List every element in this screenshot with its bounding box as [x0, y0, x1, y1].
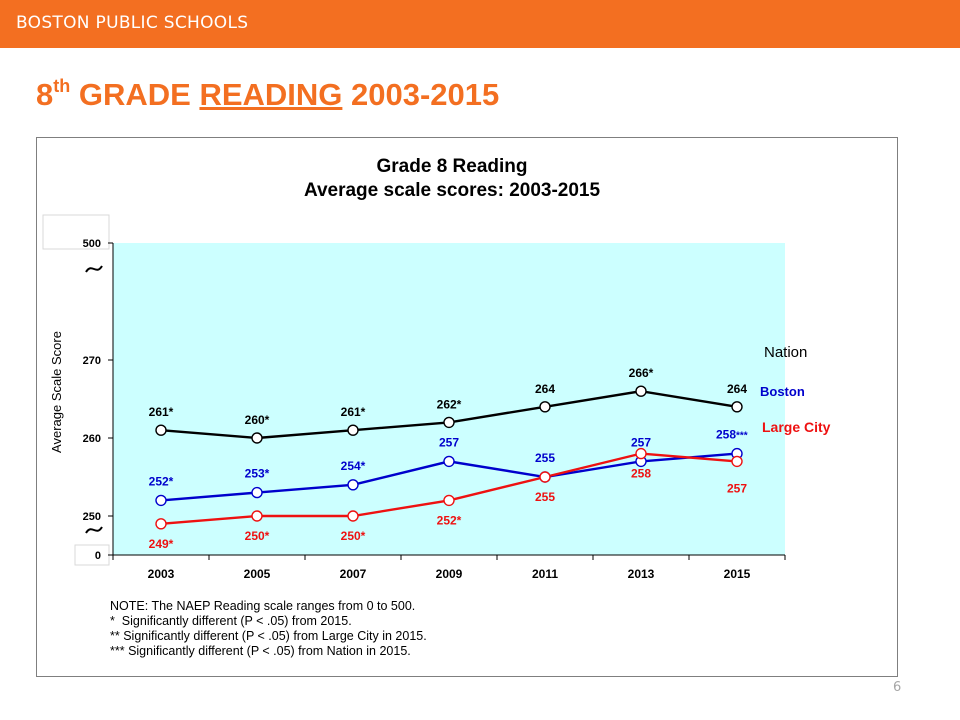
chart-title: Grade 8 Reading [377, 156, 528, 177]
data-point [347, 424, 359, 436]
data-label: 257 [727, 481, 747, 495]
note-line: ** Significantly different (P < .05) fro… [110, 629, 427, 643]
data-label: 254* [341, 459, 366, 473]
x-tick-label: 2003 [148, 567, 175, 581]
legend-label: Boston [760, 384, 805, 399]
data-point [155, 518, 167, 530]
x-tick-label: 2007 [340, 567, 367, 581]
data-label: 257 [439, 435, 459, 449]
title-number: 8 [36, 77, 54, 112]
data-point [443, 416, 455, 429]
y-axis-break-box-bottom [74, 544, 110, 566]
data-point [251, 510, 263, 522]
data-point [443, 455, 455, 468]
data-label: 255 [535, 490, 555, 504]
axis-break-mark-top [85, 265, 103, 273]
data-point [731, 401, 743, 413]
data-label: 252* [149, 474, 174, 488]
data-label: 253* [245, 467, 270, 481]
data-label: 264 [727, 382, 747, 396]
x-tick-label: 2015 [724, 567, 751, 581]
y-tick-label: 250 [83, 511, 101, 523]
data-label: 260* [245, 413, 270, 427]
data-point [635, 447, 647, 460]
y-tick-label: 0 [95, 550, 101, 562]
chart-subtitle: Average scale scores: 2003-2015 [304, 180, 601, 201]
data-label-asterisks: *** [736, 431, 748, 442]
data-label: 258 [716, 428, 736, 442]
data-label: 262* [437, 397, 462, 411]
title-superscript: th [53, 76, 71, 96]
legend-label: Nation [764, 344, 807, 361]
x-tick-label: 2009 [436, 567, 463, 581]
y-tick-label: 270 [83, 355, 101, 367]
banner-text: BOSTON PUBLIC SCHOOLS [16, 13, 249, 33]
data-point [155, 494, 167, 507]
data-label: 261* [341, 405, 366, 419]
legend-label: Large City [762, 419, 831, 435]
data-label: 255 [535, 451, 555, 465]
data-point [251, 486, 263, 499]
note-line: * Significantly different (P < .05) from… [110, 614, 352, 628]
y-axis-label: Average Scale Score [49, 331, 64, 453]
data-point [731, 455, 743, 468]
x-tick-label: 2005 [244, 567, 271, 581]
title-grade: GRADE [70, 77, 200, 112]
data-point [155, 424, 167, 436]
y-tick-label: 500 [83, 238, 101, 250]
data-point [635, 385, 647, 397]
note-line: *** Significantly different (P < .05) fr… [110, 644, 411, 658]
slide-title: 8th GRADE READING 2003-2015 [36, 76, 499, 113]
note-line: NOTE: The NAEP Reading scale ranges from… [110, 599, 415, 613]
axis-break-mark-bottom [85, 526, 103, 534]
data-label: 250* [245, 529, 270, 543]
data-point [347, 510, 359, 522]
chart-marks: 500 250 260 270 0 2003 2005 2007 2009 2011 2013 201… [83, 238, 831, 581]
data-point [539, 471, 551, 483]
header-banner: BOSTON PUBLIC SCHOOLS [0, 0, 960, 48]
data-label: 258 [631, 467, 651, 481]
data-point [539, 401, 551, 413]
data-label: 264 [535, 382, 555, 396]
data-label: 250* [341, 529, 366, 543]
y-axis-break-box-top [42, 214, 110, 250]
data-label: 266* [629, 366, 654, 380]
title-subject: READING [199, 77, 343, 112]
data-label: 252* [437, 513, 462, 527]
data-point [443, 494, 455, 507]
x-tick-label: 2011 [532, 567, 558, 581]
data-point [347, 479, 359, 491]
page-number: 6 [893, 680, 902, 695]
chart-frame [36, 137, 898, 677]
y-tick-label: 260 [83, 433, 101, 445]
data-label: 249* [149, 537, 174, 551]
data-point [251, 432, 263, 444]
data-label: 261* [149, 405, 174, 419]
chart-notes: NOTE: The NAEP Reading scale ranges from… [110, 599, 427, 658]
x-tick-label: 2013 [628, 567, 655, 581]
title-years: 2003-2015 [342, 77, 500, 112]
data-label: 257 [631, 435, 651, 449]
